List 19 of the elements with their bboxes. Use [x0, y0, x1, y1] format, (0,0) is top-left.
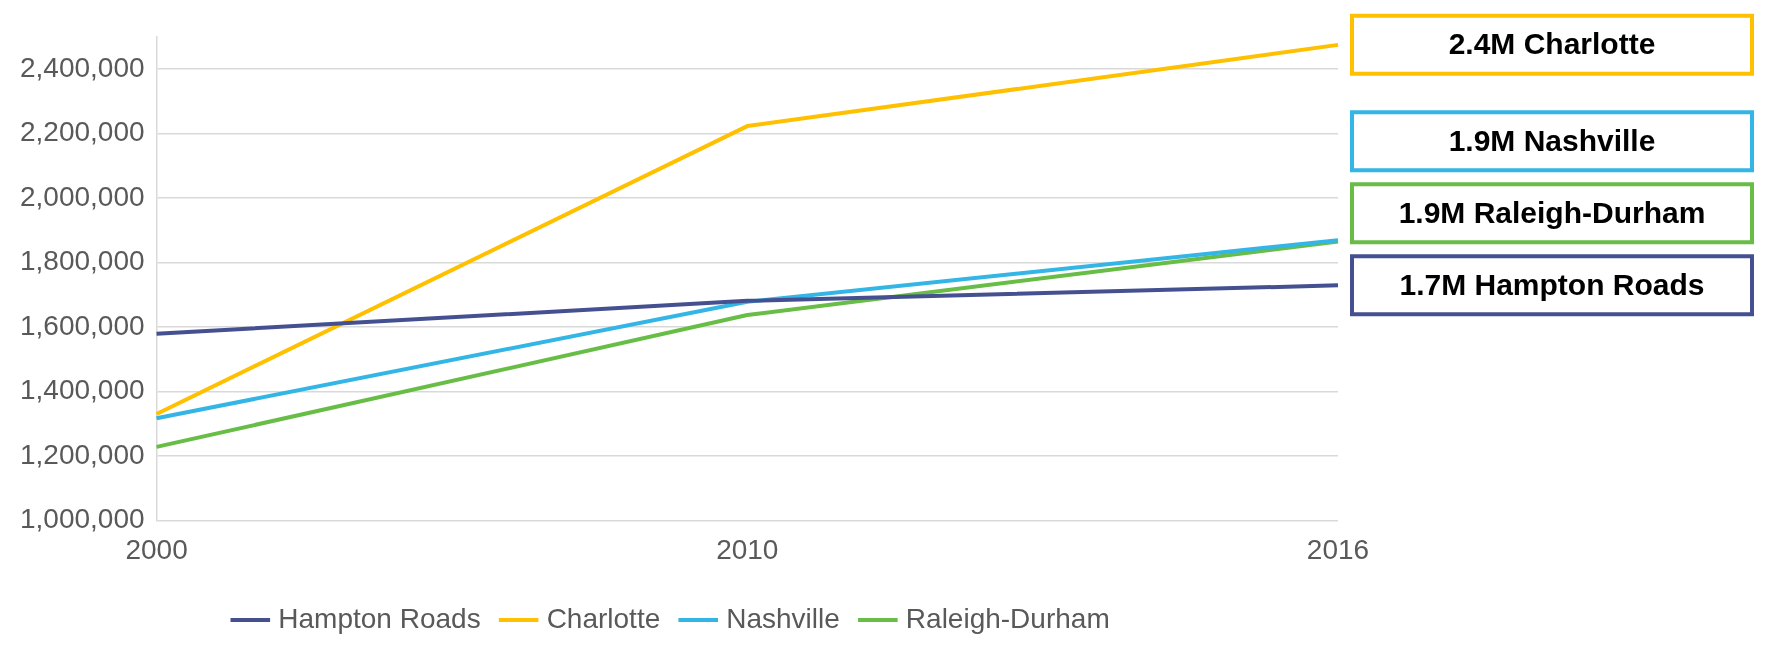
- legend-label: Raleigh-Durham: [905, 602, 1110, 634]
- y-tick-label: 1,600,000: [19, 309, 145, 341]
- legend-label: Charlotte: [546, 602, 661, 634]
- x-tick-label: 2016: [1306, 533, 1370, 565]
- y-tick-label: 2,400,000: [19, 51, 145, 83]
- legend-label: Hampton Roads: [278, 602, 481, 634]
- y-tick-label: 1,200,000: [19, 438, 145, 470]
- text: 1.9M Raleigh-Durham: [1398, 195, 1706, 229]
- y-tick-label: 2,200,000: [19, 116, 145, 148]
- y-tick-label: 1,000,000: [19, 503, 145, 535]
- y-tick-label: 1,800,000: [19, 245, 145, 277]
- y-tick-label: 1,400,000: [19, 374, 145, 406]
- text: 1.9M Nashville: [1448, 123, 1656, 157]
- y-tick-label: 2,000,000: [19, 180, 145, 212]
- x-tick-label: 2010: [716, 533, 779, 565]
- text: 1.7M Hampton Roads: [1399, 267, 1705, 301]
- legend-label: Nashville: [726, 602, 840, 634]
- x-tick-label: 2000: [125, 533, 188, 565]
- text: 2.4M Charlotte: [1448, 27, 1656, 61]
